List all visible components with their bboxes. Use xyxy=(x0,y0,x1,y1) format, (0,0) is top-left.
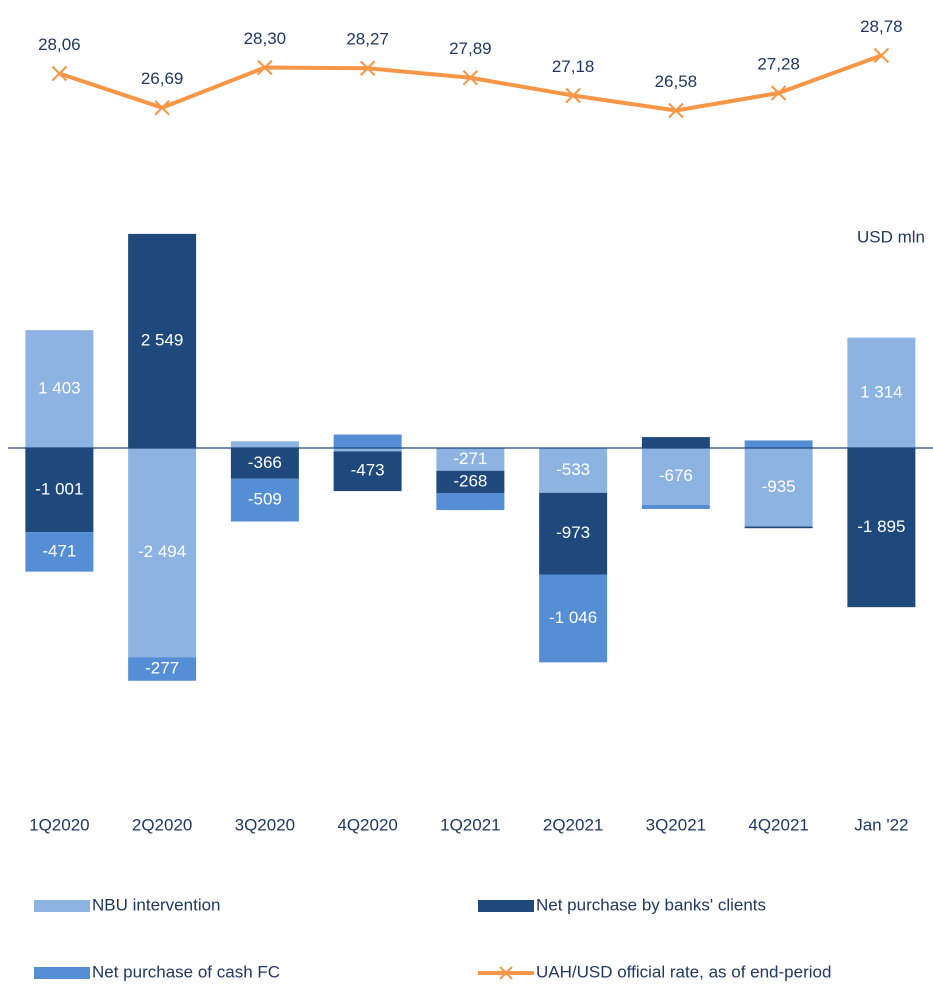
data-label: 28,30 xyxy=(244,29,287,48)
data-label: 28,78 xyxy=(860,17,903,36)
bar-segment xyxy=(641,437,710,448)
bar-segment xyxy=(128,448,197,658)
bar-segment xyxy=(25,330,94,448)
x-tick-label: 2Q2020 xyxy=(132,815,193,834)
bar-segment xyxy=(744,526,813,529)
bar-segment xyxy=(436,470,505,494)
line-marker xyxy=(770,85,787,101)
data-label: -1 895 xyxy=(857,517,905,536)
bar-segment xyxy=(847,448,916,608)
legend-label: Net purchase by banks' clients xyxy=(536,895,766,914)
data-label: -676 xyxy=(659,466,693,485)
x-tick-label: 4Q2021 xyxy=(748,815,809,834)
bar-segment xyxy=(230,478,299,522)
bar-segment xyxy=(539,448,608,493)
data-label: 27,18 xyxy=(552,57,595,76)
data-label: 28,06 xyxy=(38,35,81,54)
data-label: 28,27 xyxy=(346,30,389,49)
data-label: -509 xyxy=(248,490,282,509)
bar-segment xyxy=(539,492,608,575)
data-label: -473 xyxy=(351,461,385,480)
x-tick-label: 3Q2020 xyxy=(235,815,296,834)
line-marker xyxy=(359,60,376,76)
data-label: 1 403 xyxy=(38,379,81,398)
line-marker xyxy=(565,87,581,104)
legend-label: NBU intervention xyxy=(92,895,221,914)
data-label: -277 xyxy=(145,659,179,678)
legend-label: UAH/USD official rate, as of end-period xyxy=(536,962,831,981)
data-label: -271 xyxy=(453,449,487,468)
bar-segment xyxy=(333,434,402,448)
bar-segment xyxy=(333,451,402,492)
bar-segment xyxy=(25,532,94,572)
bar-segment xyxy=(128,657,197,681)
data-label: -2 494 xyxy=(138,542,186,561)
x-tick-label: 2Q2021 xyxy=(543,815,604,834)
bar-segment xyxy=(230,441,299,448)
bar-segment xyxy=(436,448,505,471)
legend-swatch xyxy=(499,966,513,980)
data-label: -533 xyxy=(556,460,590,479)
data-label: 26,58 xyxy=(655,72,698,91)
x-tick-label: 3Q2021 xyxy=(646,815,707,834)
bar-segment xyxy=(641,504,710,509)
bar-segment xyxy=(25,448,94,533)
legend-label: Net purchase of cash FC xyxy=(92,962,280,981)
line-marker xyxy=(873,47,890,64)
line-marker xyxy=(51,65,68,82)
line-marker xyxy=(154,100,170,116)
line-marker xyxy=(257,59,273,76)
x-tick-label: Jan '22 xyxy=(854,815,908,834)
unit-annotation: USD mln xyxy=(857,227,925,246)
data-label: 27,28 xyxy=(757,54,800,73)
bar-segment xyxy=(641,448,710,505)
bar-segment xyxy=(436,493,505,511)
data-label: -1 001 xyxy=(35,480,83,499)
data-label: -1 046 xyxy=(549,608,597,627)
legend-swatch xyxy=(34,900,90,912)
data-label: -268 xyxy=(453,472,487,491)
bar-segment xyxy=(333,448,402,452)
data-label: -471 xyxy=(42,541,76,560)
data-label: -935 xyxy=(762,477,796,496)
x-tick-label: 1Q2021 xyxy=(440,815,501,834)
data-label: 2 549 xyxy=(141,330,184,349)
data-label: 26,69 xyxy=(141,69,184,88)
data-label: -366 xyxy=(248,453,282,472)
bar-segment xyxy=(128,233,197,448)
data-label: -973 xyxy=(556,523,590,542)
line-marker xyxy=(462,70,479,86)
bar-segment xyxy=(744,440,813,448)
x-tick-label: 4Q2020 xyxy=(337,815,398,834)
bar-segment xyxy=(847,337,916,448)
data-label: 27,89 xyxy=(449,39,492,58)
line-marker xyxy=(668,102,684,119)
legend-swatch xyxy=(34,967,90,979)
bar-segment xyxy=(539,574,608,663)
legend-swatch xyxy=(478,900,534,912)
x-tick-label: 1Q2020 xyxy=(29,815,90,834)
data-label: 1 314 xyxy=(860,382,903,401)
bar-segment xyxy=(230,448,299,479)
bar-segment xyxy=(744,448,813,527)
